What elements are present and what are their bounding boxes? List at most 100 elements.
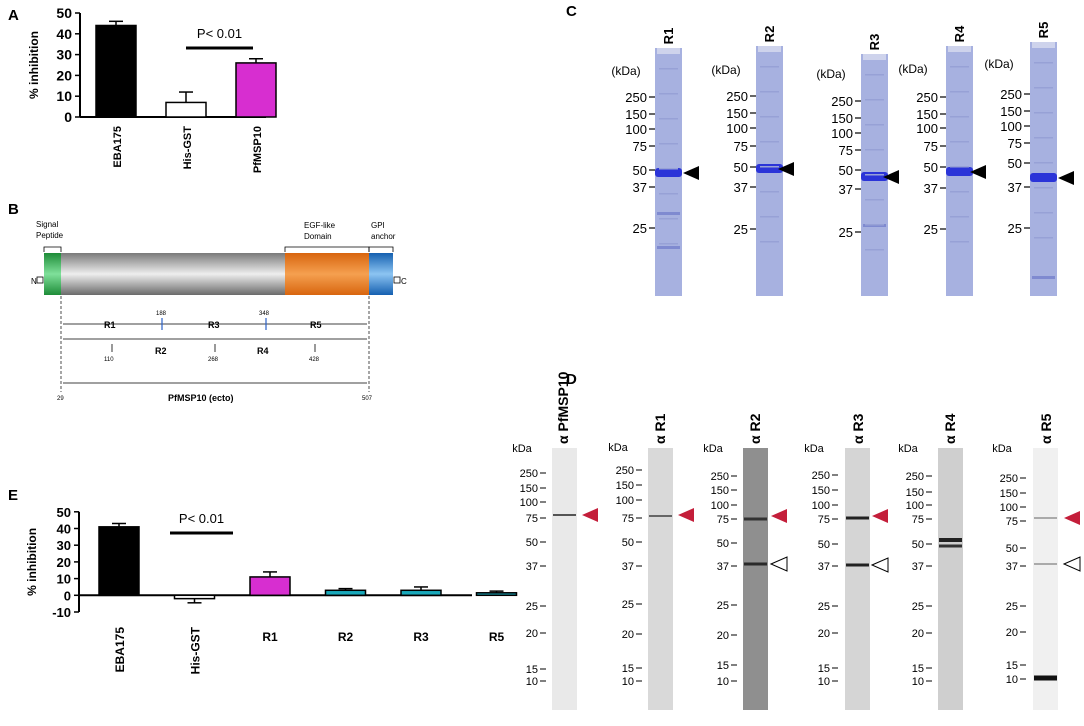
marker-label: 150 [916, 107, 938, 122]
marker-label: 150 [625, 107, 647, 122]
marker-label: 37 [912, 561, 924, 573]
red-arrow-icon [678, 508, 694, 522]
background-smear [865, 174, 884, 176]
marker-label: 150 [520, 483, 538, 495]
protein-band [1030, 173, 1057, 182]
protein-band [861, 172, 888, 181]
antibody-label: α R2 [747, 413, 763, 444]
antibody-label: α R1 [652, 413, 668, 444]
y-tick-label: 50 [56, 5, 72, 21]
marker-label: 25 [734, 222, 748, 237]
marker-label: 250 [625, 90, 647, 105]
blot-strip [743, 448, 768, 710]
marker-label: 10 [622, 676, 634, 688]
gel-well [863, 54, 886, 60]
panel-label-a: A [8, 7, 19, 24]
marker-label: 50 [526, 537, 538, 549]
y-tick-label: 30 [56, 47, 72, 63]
gel-well [948, 46, 971, 52]
background-smear [1034, 112, 1053, 114]
y-tick-label: 10 [57, 572, 71, 587]
x-tick-label: R2 [338, 630, 354, 644]
marker-label: 100 [625, 122, 647, 137]
gpi-anchor-domain [369, 253, 393, 295]
background-smear [1034, 87, 1053, 89]
background-smear [950, 166, 969, 168]
marker-label: 50 [734, 160, 748, 175]
gel-lane-label: R2 [762, 26, 777, 43]
marker-label: 50 [1008, 156, 1022, 171]
blot-band [846, 563, 869, 567]
egf-like-domain [285, 253, 369, 295]
bar-eba175 [98, 526, 140, 597]
marker-label: 250 [616, 465, 634, 477]
x-tick-label: EBA175 [113, 627, 127, 673]
marker-label: 37 [839, 182, 853, 197]
y-tick-label: -10 [52, 605, 71, 620]
background-smear [865, 74, 884, 76]
n-terminus-box [36, 276, 44, 284]
marker-label: 10 [526, 676, 538, 688]
panel-label-d: D [566, 371, 577, 388]
marker-label: 250 [916, 90, 938, 105]
significance-label: P< 0.01 [179, 511, 224, 526]
chart-panel-a: 0 10 20 30 40 50 % inhibition EBA175 His-GST PfMS… [27, 5, 277, 173]
background-smear [950, 216, 969, 218]
position-348: 348 [259, 311, 270, 317]
blot-band [744, 517, 767, 521]
background-smear [865, 199, 884, 201]
blot-strip [648, 448, 673, 710]
marker-label: 10 [818, 676, 830, 688]
blot-band [1034, 563, 1057, 565]
protein-band [756, 164, 783, 173]
kda-unit-label: kDa [898, 443, 918, 455]
marker-label: 50 [717, 538, 729, 550]
region-r4-label: R4 [257, 346, 269, 356]
marker-label: 37 [1008, 180, 1022, 195]
background-smear [760, 91, 779, 93]
marker-label: 20 [912, 628, 924, 640]
marker-label: 150 [1000, 104, 1022, 119]
background-smear [659, 68, 678, 70]
marker-label: 25 [1006, 601, 1018, 613]
background-smear [865, 224, 884, 226]
background-smear [659, 193, 678, 195]
panel-label-e: E [8, 487, 18, 504]
signal-peptide-domain [44, 253, 61, 295]
marker-label: 150 [711, 485, 729, 497]
background-smear [950, 191, 969, 193]
y-tick-label: 30 [57, 538, 71, 553]
marker-label: 75 [924, 139, 938, 154]
blot-band [1034, 675, 1057, 681]
position-110: 110 [104, 357, 114, 363]
marker-label: 75 [818, 514, 830, 526]
marker-label: 50 [839, 163, 853, 178]
marker-label: 100 [906, 500, 924, 512]
background-smear [659, 93, 678, 95]
kda-unit-label: kDa [703, 443, 723, 455]
marker-label: 20 [1006, 627, 1018, 639]
marker-label: 75 [622, 513, 634, 525]
region-r2-label: R2 [155, 346, 167, 356]
ecto-end: 507 [362, 396, 373, 402]
gpi-anchor-label: GPI anchor [371, 221, 396, 241]
y-tick-label: 40 [56, 26, 72, 42]
band-arrow-icon [683, 166, 699, 180]
marker-label: 75 [912, 514, 924, 526]
marker-label: 50 [912, 539, 924, 551]
marker-label: 250 [711, 471, 729, 483]
blot-band [553, 514, 576, 516]
faint-band [1032, 276, 1055, 279]
open-arrow-icon [870, 557, 889, 573]
band-arrow-icon [778, 162, 794, 176]
marker-label: 250 [906, 471, 924, 483]
bar-his-gst [173, 594, 216, 600]
region-r1-label: R1 [104, 320, 116, 330]
marker-label: 25 [1008, 221, 1022, 236]
x-tick-label: R3 [413, 630, 429, 644]
background-smear [760, 166, 779, 168]
marker-label: 25 [633, 221, 647, 236]
y-tick-label: 20 [57, 555, 71, 570]
x-tick-label: R5 [489, 630, 505, 644]
